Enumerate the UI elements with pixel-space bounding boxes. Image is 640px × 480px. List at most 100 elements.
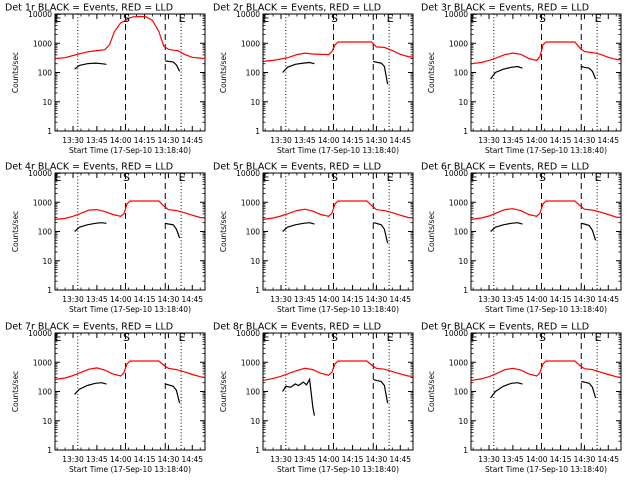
x-tick-label: 13:45 — [502, 136, 524, 145]
x-tick-label: 13:45 — [86, 295, 108, 304]
y-tick-label: 1 — [255, 286, 260, 295]
start-marker-label: S — [331, 331, 338, 344]
x-tick-label: 14:00 — [526, 295, 548, 304]
panel-6: Det 6r BLACK = Events, RED = LLD 1 10 100 10… — [421, 162, 622, 314]
events-series-line — [490, 382, 523, 399]
x-tick-label: 13:30 — [270, 295, 292, 304]
x-tick-label: 13:45 — [294, 136, 316, 145]
y-tick-label: 10 — [458, 98, 468, 107]
y-tick-label: 100 — [246, 69, 261, 78]
events-series-line — [282, 222, 315, 232]
lld-series-line — [471, 360, 621, 381]
x-tick-label: 14:45 — [389, 455, 411, 464]
x-axis-label: Start Time (17-Sep-10 13:18:40) — [485, 305, 607, 314]
start-marker-label: S — [123, 331, 130, 344]
end-marker-label: E — [387, 12, 394, 25]
events-series-line — [74, 382, 107, 395]
x-tick-label: 14:00 — [318, 136, 340, 145]
x-tick-label: 14:30 — [366, 295, 388, 304]
x-tick-label: 14:15 — [342, 455, 364, 464]
events-series-line — [581, 222, 597, 241]
y-axis-label: Counts/sec — [11, 52, 20, 93]
y-tick-label: 1 — [47, 446, 52, 455]
events-series-line — [165, 222, 181, 239]
lld-series-line — [55, 360, 205, 380]
y-axis-label: Counts/sec — [11, 371, 20, 412]
panel-title: Det 4r BLACK = Events, RED = LLD — [5, 162, 173, 173]
y-tick-label: 100 — [38, 69, 53, 78]
y-axis-label: Counts/sec — [219, 371, 228, 412]
start-marker-label: S — [539, 12, 546, 25]
events-series-line — [581, 380, 597, 399]
panel-title: Det 9r BLACK = Events, RED = LLD — [421, 322, 589, 333]
y-tick-label: 10 — [458, 257, 468, 266]
end-marker-label: E — [55, 12, 62, 25]
x-tick-label: 14:30 — [158, 295, 180, 304]
x-axis-label: Start Time (17-Sep-10 13:18:40) — [277, 305, 399, 314]
x-tick-label: 14:45 — [597, 455, 619, 464]
events-series-line — [165, 60, 181, 72]
x-tick-label: 14:45 — [597, 136, 619, 145]
end-marker-label: E — [179, 12, 186, 25]
panel-title: Det 3r BLACK = Events, RED = LLD — [421, 3, 589, 14]
x-axis-label: Start Time (17-Sep-10 13:18:40) — [69, 146, 191, 155]
panel-title: Det 7r BLACK = Events, RED = LLD — [5, 322, 173, 333]
y-tick-label: 10 — [42, 417, 52, 426]
y-tick-label: 100 — [38, 388, 53, 397]
lld-series-line — [55, 15, 205, 60]
end-marker-label: E — [55, 171, 62, 184]
y-tick-label: 1 — [463, 286, 468, 295]
y-tick-label: 1000 — [449, 39, 468, 48]
end-marker-label: E — [471, 12, 478, 25]
x-tick-label: 14:30 — [574, 295, 596, 304]
x-tick-label: 13:45 — [294, 455, 316, 464]
y-tick-label: 1000 — [449, 358, 468, 367]
y-tick-label: 1 — [255, 446, 260, 455]
x-tick-label: 14:00 — [110, 455, 132, 464]
y-tick-label: 10000 — [444, 169, 468, 178]
x-tick-label: 13:45 — [502, 295, 524, 304]
y-tick-label: 1000 — [33, 358, 52, 367]
y-tick-label: 10 — [458, 417, 468, 426]
y-tick-label: 1000 — [449, 198, 468, 207]
panel-2: Det 2r BLACK = Events, RED = LLD 1 10 100 10… — [213, 3, 414, 155]
start-marker-label: S — [123, 12, 130, 25]
end-marker-label: E — [55, 331, 62, 344]
x-tick-label: 14:00 — [526, 455, 548, 464]
x-tick-label: 14:30 — [366, 136, 388, 145]
x-tick-label: 13:45 — [86, 136, 108, 145]
y-tick-label: 1 — [463, 127, 468, 136]
x-tick-label: 13:45 — [502, 455, 524, 464]
start-marker-label: S — [539, 331, 546, 344]
x-tick-label: 14:45 — [181, 455, 203, 464]
x-tick-label: 13:45 — [294, 295, 316, 304]
end-marker-label: E — [387, 331, 394, 344]
x-tick-label: 13:30 — [62, 136, 84, 145]
start-marker-label: S — [331, 171, 338, 184]
y-tick-label: 1 — [47, 127, 52, 136]
x-tick-label: 14:45 — [181, 136, 203, 145]
x-axis-label: Start Time (17-Sep-10 13:18:40) — [277, 465, 399, 474]
lld-series-line — [263, 41, 413, 62]
y-tick-label: 10 — [250, 257, 260, 266]
start-marker-label: S — [331, 12, 338, 25]
lld-series-line — [471, 41, 621, 65]
panel-title: Det 5r BLACK = Events, RED = LLD — [213, 162, 381, 173]
x-tick-label: 13:30 — [478, 295, 500, 304]
x-tick-label: 14:00 — [318, 295, 340, 304]
y-tick-label: 10 — [42, 98, 52, 107]
start-marker-label: S — [539, 171, 546, 184]
x-tick-label: 14:45 — [597, 295, 619, 304]
x-tick-label: 14:30 — [158, 455, 180, 464]
lld-series-line — [263, 200, 413, 220]
events-series-line — [581, 65, 597, 80]
lld-series-line — [55, 200, 205, 220]
x-tick-label: 14:15 — [134, 455, 156, 464]
x-axis-label: Start Time (17-Sep-10 13:18:40) — [69, 305, 191, 314]
y-tick-label: 100 — [454, 228, 469, 237]
y-tick-label: 10000 — [444, 10, 468, 19]
x-tick-label: 14:15 — [550, 136, 572, 145]
panel-8: Det 8r BLACK = Events, RED = LLD 1 10 100 10… — [213, 322, 414, 474]
y-tick-label: 1000 — [241, 39, 260, 48]
events-series-line — [282, 377, 315, 416]
